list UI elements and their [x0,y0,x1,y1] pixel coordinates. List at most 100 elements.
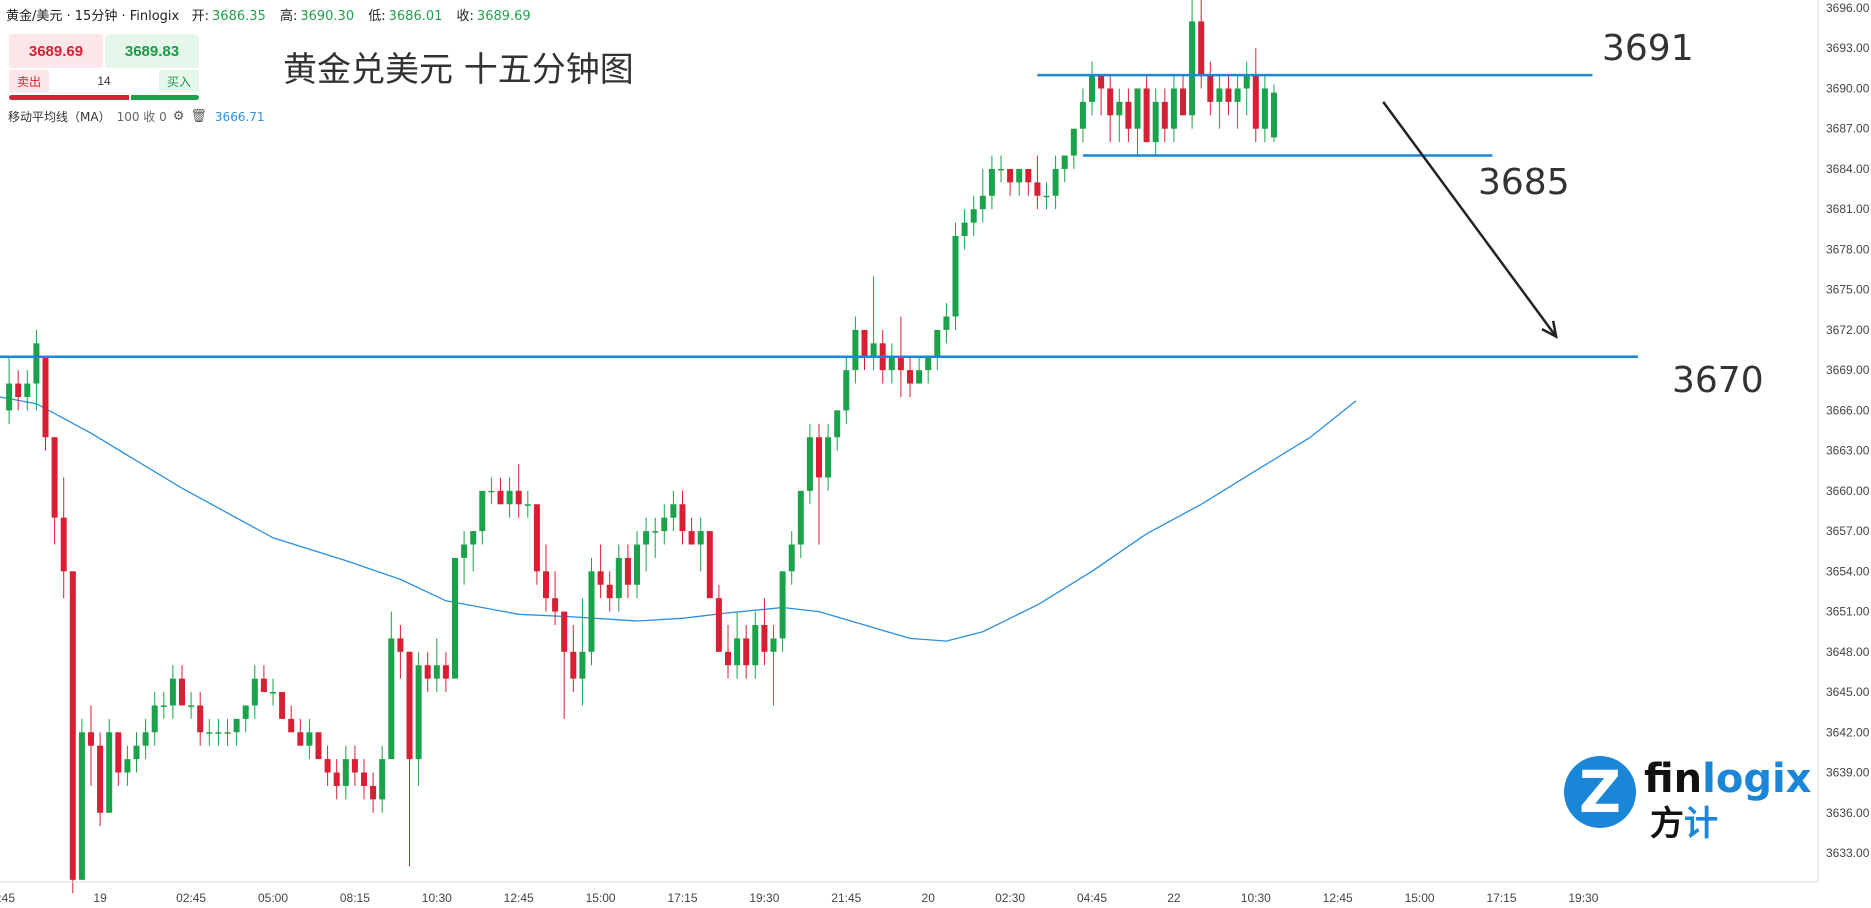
candle-body [1043,195,1050,198]
candle [388,611,395,760]
x-tick-label: 10:30 [422,891,452,905]
candle-body [988,168,995,196]
x-tick-label: 10:30 [1241,891,1271,905]
candle [888,343,895,384]
x-tick-label: 15:00 [586,891,616,905]
high-label: 高: [279,9,298,24]
candle-body [270,692,276,694]
candle-body [279,692,286,719]
candle-body [151,705,158,733]
level-label-3685: 3685 [1478,162,1570,203]
candle-body [1271,92,1277,138]
candle-body [961,222,968,237]
candle-body [952,236,959,317]
candle-body [852,329,859,371]
candle-body [306,732,313,746]
candle [643,517,650,572]
candle-body [1243,75,1250,89]
candle [688,517,695,545]
candle-body [333,772,340,786]
candle [970,195,977,237]
candle-body [124,759,131,773]
candle [288,705,295,733]
candle-body [160,705,167,707]
candle-body [1016,168,1023,183]
candle-body [1216,88,1223,102]
ma-params: 100 收 0 [116,110,167,124]
y-tick-label: 3645.00 [1826,685,1870,699]
x-tick-label: 21:45 [0,891,15,905]
y-tick-label: 3687.00 [1826,122,1870,136]
candle [734,611,741,679]
ma-label: 移动平均线（MA） [8,110,111,124]
candle [270,678,276,706]
candle [142,718,149,760]
candle-body [97,745,104,813]
candle-body [370,785,377,800]
candle-body [315,732,322,760]
candle-body [734,638,741,666]
candle-body [697,531,704,545]
candle-body [606,584,613,599]
gear-icon[interactable]: ⚙ [172,109,185,124]
y-tick-label: 3642.00 [1826,725,1870,739]
x-tick-label: 04:45 [1077,891,1107,905]
buy-button[interactable]: 买入 [159,70,199,92]
candle-body [1152,101,1159,143]
candle-body [661,517,668,532]
candle [770,624,777,706]
candle [979,168,986,223]
candle-body [51,437,58,518]
candle [552,571,559,625]
candle-body [15,383,22,397]
candle [151,692,158,746]
candle-body [242,705,249,719]
candle [624,544,631,599]
candle-body [115,732,122,773]
candle [1034,155,1041,210]
sell-button[interactable]: 卖出 [9,70,49,92]
sell-price-button[interactable]: 3689.69 [9,34,103,68]
candle [42,356,49,451]
candle-body [588,571,595,652]
candle-body [624,557,631,585]
y-axis[interactable]: 3633.00 3636.00 3639.00 3642.00 3645.00 3648.… [1817,0,1870,882]
candle [1161,88,1168,143]
candle-body [1189,21,1196,116]
ma-value: 3666.71 [214,109,265,124]
candle [1225,75,1232,116]
candle [1170,75,1177,143]
candle [988,155,995,210]
candle [215,718,222,746]
candle [579,598,586,706]
trash-icon[interactable]: 🗑 [190,109,207,124]
candle [1061,155,1068,183]
candle [1070,128,1077,169]
candle [315,732,322,760]
candle-body [834,410,841,438]
candle [588,557,595,666]
candle [169,665,176,719]
candle [97,732,104,827]
buy-price-button[interactable]: 3689.83 [105,34,199,68]
candle-body [515,490,522,505]
y-tick-label: 3684.00 [1826,162,1870,176]
candle-body [1207,75,1214,102]
candle-body [715,598,722,652]
candle [1107,75,1114,143]
candle-body [461,544,468,558]
candle-body [797,490,804,545]
x-axis[interactable]: 21:45 19 02:45 05:00 08:15 10:30 12:45 15:00 17:… [0,881,1818,905]
candle [1079,88,1086,143]
candle [1216,75,1223,129]
candle [1143,75,1150,143]
candle-body [324,759,331,773]
candle-body [561,611,568,652]
candle [324,745,331,786]
candle-body [388,638,395,760]
ma-indicator-legend[interactable]: 移动平均线（MA） 100 收 0 ⚙ 🗑 3666.71 [8,108,265,125]
candle-body [24,383,31,397]
candle [188,692,195,719]
y-tick-label: 3639.00 [1826,766,1870,780]
